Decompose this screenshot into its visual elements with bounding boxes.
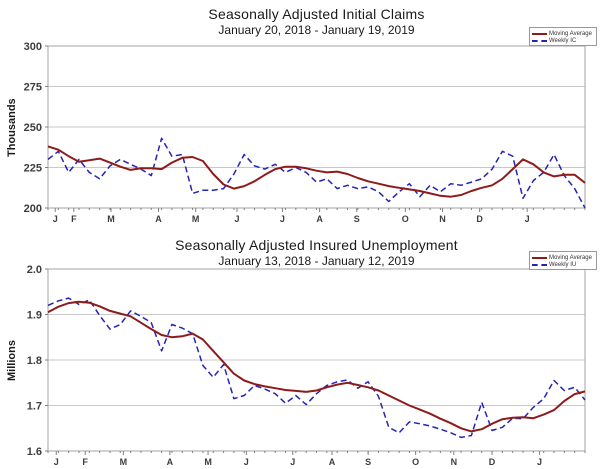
weekly-ticks [47,208,586,210]
svg-text:300: 300 [24,41,42,53]
svg-text:1.6: 1.6 [27,446,42,458]
svg-text:A: A [329,457,336,467]
svg-text:F: F [71,214,77,224]
insured-unemployment-date-range: January 13, 2018 - January 12, 2019 [218,254,415,268]
weekly-line [47,137,586,209]
weekly-iu-label: Weekly IU [549,261,577,268]
initial-claims-title: Seasonally Adjusted Initial Claims [208,6,425,22]
weekly-ic-label: Weekly IC [549,37,577,44]
legend-item-weekly-ic: Weekly IC [532,37,594,44]
svg-text:N: N [451,457,458,467]
svg-text:M: M [107,214,115,224]
svg-text:D: D [489,457,496,467]
svg-text:M: M [120,457,128,467]
svg-text:1.8: 1.8 [27,355,42,367]
weekly-line [47,297,586,439]
initial-claims-date-range: January 20, 2018 - January 19, 2019 [218,23,415,37]
gridlines [48,86,585,168]
moving-average-line-swatch [532,32,547,35]
moving-average-label: Moving Average [549,30,592,37]
svg-text:275: 275 [24,82,42,94]
svg-text:D: D [476,214,483,224]
initial-claims-plot: 200 225 250 275 300 J F M A M J J A S O N D J [24,41,586,224]
insured-unemployment-plot: 1.6 1.7 1.8 1.9 2.0 J F M A M J J A S O N D J [27,264,586,467]
legend-item-moving-average: Moving Average [532,254,594,261]
legend-item-weekly-iu: Weekly IU [532,261,594,268]
svg-text:J: J [244,457,249,467]
gridlines [48,314,585,406]
svg-text:J: J [525,214,530,224]
initial-claims-chart: Seasonally Adjusted Initial Claims Janua… [0,0,600,234]
svg-text:2.0: 2.0 [27,264,42,276]
moving-average-line [47,300,586,433]
svg-text:225: 225 [24,163,42,175]
initial-claims-legend: Moving Average Weekly IC [529,27,597,46]
insured-unemployment-legend: Moving Average Weekly IU [529,251,597,270]
moving-average-line [47,145,586,198]
weekly-ic-line-swatch [532,39,547,42]
svg-text:A: A [316,214,323,224]
svg-text:J: J [280,214,285,224]
svg-text:N: N [439,214,446,224]
svg-text:F: F [82,457,88,467]
svg-text:200: 200 [24,203,42,215]
svg-text:S: S [354,214,360,224]
weekly-iu-line-swatch [532,263,547,266]
svg-text:M: M [204,457,212,467]
svg-text:M: M [192,214,200,224]
svg-text:J: J [234,214,239,224]
moving-average-label: Moving Average [549,254,592,261]
svg-text:O: O [412,457,419,467]
svg-text:J: J [537,457,542,467]
svg-text:J: J [53,214,58,224]
svg-text:O: O [402,214,409,224]
insured-unemployment-title: Seasonally Adjusted Insured Unemployment [175,237,458,253]
svg-text:A: A [155,214,162,224]
insured-unemployment-chart: Seasonally Adjusted Insured Unemployment… [0,234,600,469]
svg-text:J: J [290,457,295,467]
svg-text:1.9: 1.9 [27,310,42,322]
legend-item-moving-average: Moving Average [532,30,594,37]
svg-text:1.7: 1.7 [27,401,42,413]
svg-text:A: A [167,457,174,467]
svg-text:S: S [365,457,371,467]
y-axis: 1.6 1.7 1.8 1.9 2.0 [27,264,48,458]
moving-average-line-swatch [532,256,547,259]
y-axis: 200 225 250 275 300 [24,41,48,215]
svg-text:J: J [54,457,59,467]
svg-text:250: 250 [24,122,42,134]
